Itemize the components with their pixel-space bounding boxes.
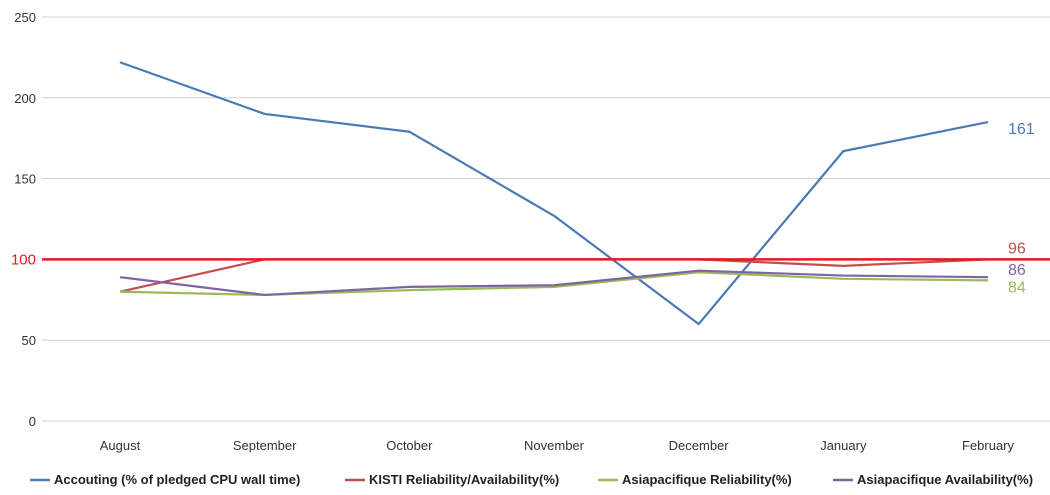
x-tick-label: January xyxy=(820,438,867,453)
y-tick-label: 150 xyxy=(14,172,36,187)
x-tick-label: August xyxy=(100,438,141,453)
x-tick-label: September xyxy=(233,438,297,453)
reference-line-label: 100 xyxy=(11,251,36,268)
gridlines xyxy=(42,16,1050,422)
x-tick-label: October xyxy=(386,438,433,453)
end-label-1: 96 xyxy=(1008,240,1026,257)
legend-label-3: Asiapacifique Availability(%) xyxy=(857,472,1033,487)
series-line-0 xyxy=(119,61,989,326)
x-axis-ticks: August September October November December Ja… xyxy=(100,438,1015,453)
x-tick-label: December xyxy=(669,438,730,453)
legend-label-2: Asiapacifique Reliability(%) xyxy=(622,472,792,487)
x-tick-label: February xyxy=(962,438,1015,453)
y-axis-ticks: 0 50 150 200 250 xyxy=(14,10,36,429)
y-tick-label: 0 xyxy=(29,414,36,429)
series-lines xyxy=(119,61,989,326)
legend-label-1: KISTI Reliability/Availability(%) xyxy=(369,472,559,487)
y-tick-label: 200 xyxy=(14,91,36,106)
legend-label-0: Accouting (% of pledged CPU wall time) xyxy=(54,472,300,487)
series-line-3 xyxy=(119,269,989,297)
y-tick-label: 250 xyxy=(14,10,36,25)
x-tick-label: November xyxy=(524,438,585,453)
y-tick-label: 50 xyxy=(22,333,36,348)
end-label-3: 86 xyxy=(1008,262,1026,279)
reference-line-group: 100 xyxy=(11,251,1050,268)
end-label-0: 161 xyxy=(1008,121,1035,138)
legend: Accouting (% of pledged CPU wall time) KI… xyxy=(30,472,1033,487)
end-label-2: 84 xyxy=(1008,279,1026,296)
